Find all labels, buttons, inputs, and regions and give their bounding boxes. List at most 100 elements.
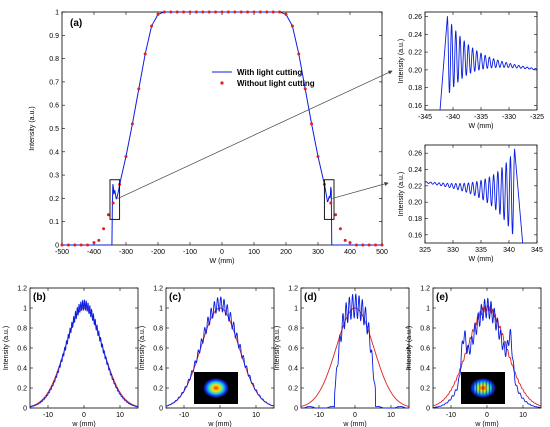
data-point-without-light-cutting	[380, 243, 384, 247]
data-point-without-light-cutting	[334, 213, 338, 217]
data-point-without-light-cutting	[106, 213, 110, 217]
x-tick-label: -335	[474, 114, 488, 121]
y-tick-label: 0.26	[408, 151, 422, 158]
y-tick-label: 0.4	[17, 366, 27, 373]
data-point-without-light-cutting	[169, 10, 173, 14]
data-point-without-light-cutting	[310, 122, 314, 126]
x-tick-label: -330	[502, 114, 516, 121]
data-point-without-light-cutting	[130, 122, 134, 126]
x-tick-label: 325	[419, 247, 431, 254]
y-tick-label: 0.6	[17, 346, 27, 353]
data-point-without-light-cutting	[124, 154, 128, 158]
data-point-without-light-cutting	[233, 10, 237, 14]
x-tick-label: 10	[519, 412, 527, 419]
data-point-without-light-cutting	[86, 243, 90, 247]
y-tick-label: 1.2	[153, 286, 163, 293]
x-tick-label: -340	[446, 114, 460, 121]
x-tick-label: -100	[183, 249, 197, 256]
profile-line-blue	[300, 293, 409, 409]
x-axis-label: W (mm)	[210, 258, 235, 265]
x-tick-label: 10	[387, 412, 395, 419]
data-point-without-light-cutting	[348, 241, 352, 245]
y-tick-label: 0.8	[153, 326, 163, 333]
y-tick-label: 0.8	[17, 326, 27, 333]
y-tick-label: 0.18	[408, 85, 422, 92]
y-tick-label: 0.8	[49, 56, 59, 63]
data-point-without-light-cutting	[97, 238, 101, 242]
data-point-without-light-cutting	[265, 10, 269, 14]
y-tick-label: 0.8	[420, 326, 430, 333]
data-point-without-light-cutting	[258, 10, 262, 14]
x-axis-label: w (mm)	[342, 421, 366, 427]
data-point-without-light-cutting	[188, 10, 192, 14]
x-tick-label: 300	[312, 249, 324, 256]
data-point-without-light-cutting	[354, 243, 358, 247]
y-axis-label: Intensity (a.u.)	[3, 326, 10, 370]
profile-line-blue	[432, 297, 541, 408]
y-tick-label: 0.2	[420, 386, 430, 393]
y-tick-label: 0	[294, 406, 298, 413]
x-tick-label: 100	[248, 249, 260, 256]
data-point-without-light-cutting	[316, 154, 320, 158]
x-tick-label: 0	[353, 412, 357, 419]
panel-label: (d)	[304, 292, 317, 303]
data-point-without-light-cutting	[214, 10, 218, 14]
y-tick-label: 0.6	[420, 346, 430, 353]
zoom-arrow-left	[117, 70, 393, 199]
x-axis-label: W (mm)	[469, 123, 494, 130]
x-tick-label: 345	[531, 247, 543, 254]
x-tick-label: -10	[43, 412, 53, 419]
y-tick-label: 0.24	[408, 32, 422, 39]
profile-line-blue	[29, 299, 138, 408]
data-point-without-light-cutting	[111, 201, 115, 205]
chart-panel-c: -10 0 10 0 0.2 0.4 0.6 0.8 1 1.2 w (mm) Intensity (…	[139, 286, 275, 427]
chart-panel-inset-left-edge: -345 -340 -335 -330 -325 0.16 0.18 0.20 0.22 0.24…	[398, 11, 544, 130]
chart-panel-inset-right-edge: 325 330 335 340 345 0.16 0.18 0.20 0.22 0.24 0.26 W…	[398, 144, 543, 263]
zoom-box	[323, 179, 335, 220]
data-point-without-light-cutting	[271, 10, 275, 14]
beam-image-inset	[194, 372, 238, 404]
data-point-without-light-cutting	[207, 10, 211, 14]
y-tick-label: 0.9	[49, 33, 59, 40]
y-tick-label: 0.8	[288, 326, 298, 333]
y-tick-label: 0.22	[408, 183, 422, 190]
x-tick-label: 330	[447, 247, 459, 254]
x-tick-label: 400	[344, 249, 356, 256]
data-point-without-light-cutting	[297, 52, 301, 56]
x-tick-label: 0	[218, 412, 222, 419]
data-point-without-light-cutting	[162, 10, 166, 14]
legend-entry-label: Without light cutting	[237, 79, 315, 88]
chart-panel-e: -10 0 10 0 0.2 0.4 0.6 0.8 1 1.2 w (mm) Intensity (…	[406, 286, 542, 427]
plot-frame	[61, 11, 383, 246]
x-tick-label: 0	[485, 412, 489, 419]
y-tick-label: 0	[159, 406, 163, 413]
panel-label: (c)	[169, 292, 181, 303]
y-tick-label: 0	[55, 243, 59, 250]
data-point-without-light-cutting	[303, 87, 307, 91]
profile-line-blue	[165, 296, 274, 407]
data-point-without-light-cutting	[329, 201, 333, 205]
zoom-box	[109, 179, 121, 220]
x-tick-label: -400	[87, 249, 101, 256]
panel-label: (e)	[436, 292, 448, 303]
data-point-without-light-cutting	[194, 10, 198, 14]
y-tick-label: 0	[23, 406, 27, 413]
y-tick-label: 0.1	[49, 219, 59, 226]
y-tick-label: 1	[55, 10, 59, 17]
x-tick-label: -10	[446, 412, 456, 419]
y-axis-label: Intensity (a.u.)	[406, 326, 413, 370]
data-point-without-light-cutting	[102, 227, 106, 231]
y-tick-label: 0.5	[49, 126, 59, 133]
y-tick-label: 1	[159, 306, 163, 313]
data-point-without-light-cutting	[367, 243, 371, 247]
data-point-without-light-cutting	[361, 243, 365, 247]
zoom-arrow-right	[332, 181, 389, 199]
x-tick-label: 200	[280, 249, 292, 256]
y-axis-label: Intensity (a.u.)	[29, 106, 36, 150]
x-tick-label: -300	[119, 249, 133, 256]
data-point-without-light-cutting	[156, 12, 160, 16]
data-point-without-light-cutting	[66, 243, 70, 247]
y-tick-label: 1.2	[420, 286, 430, 293]
y-tick-label: 0	[426, 406, 430, 413]
